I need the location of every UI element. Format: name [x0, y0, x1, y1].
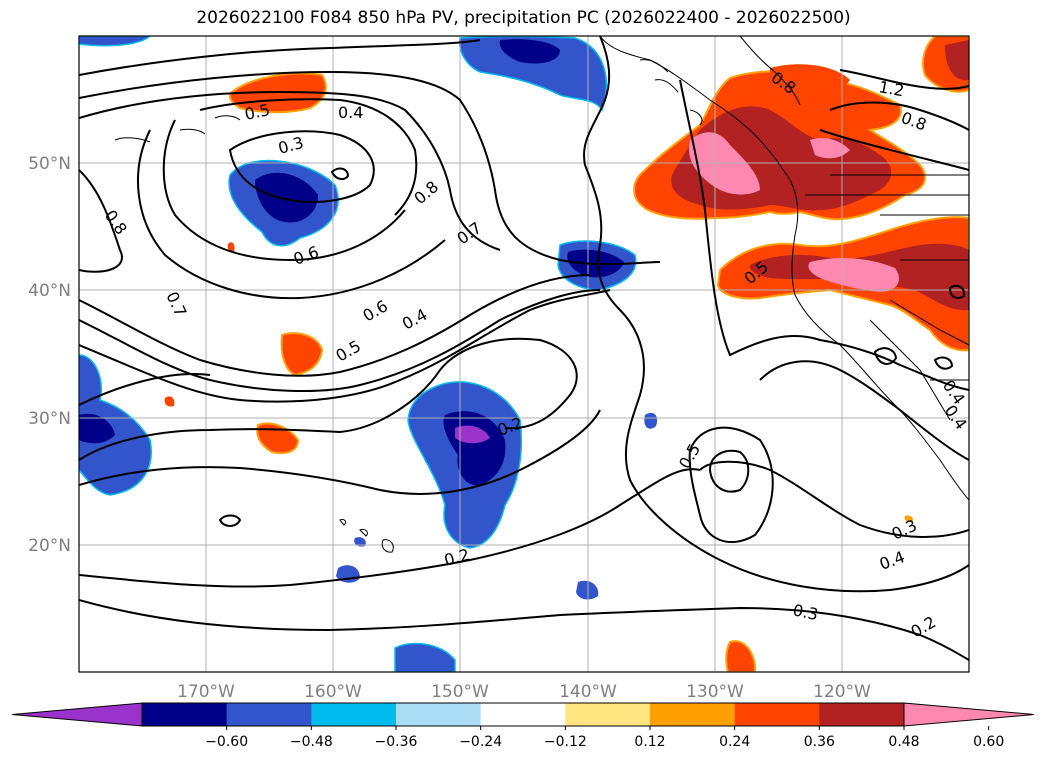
colorbar-swatch: [226, 703, 312, 726]
colorbar-swatch: [396, 703, 482, 726]
contour-label: 0.5: [243, 100, 272, 124]
precipitation-fill: [79, 36, 969, 672]
colorbar: −0.60 −0.48 −0.36 −0.24 −0.12 0.12 0.24 0.36 0.4…: [11, 702, 1035, 750]
graticule: [79, 36, 969, 672]
colorbar-swatch: [819, 703, 905, 726]
colorbar-swatch: [650, 703, 736, 726]
colorbar-swatch: [480, 703, 566, 726]
colorbar-tick-label: −0.60: [205, 734, 248, 750]
plot-frame: [78, 35, 970, 673]
negative-pc-blobs: [79, 36, 658, 672]
positive-pc-blobs: [164, 36, 969, 672]
lon-tick-label: 170°W: [177, 682, 235, 702]
coastlines: [114, 36, 969, 553]
latitude-labels: 50°N 40°N 30°N 20°N: [28, 154, 71, 556]
contour-label: 0.4: [338, 103, 363, 122]
colorbar-swatch: [565, 703, 651, 726]
colorbar-tick-label: −0.24: [459, 734, 502, 750]
map-title: 2026022100 F084 850 hPa PV, precipitatio…: [196, 8, 851, 28]
colorbar-swatch: [734, 703, 820, 726]
colorbar-outline: [141, 702, 905, 727]
colorbar-tick-label: 0.36: [804, 734, 835, 750]
colorbar-tick-label: −0.48: [290, 734, 333, 750]
colorbar-tick-label: 0.48: [888, 734, 919, 750]
lat-tick-label: 20°N: [28, 536, 71, 556]
lat-tick-label: 40°N: [28, 281, 71, 301]
colorbar-tick-label: 0.60: [973, 734, 1004, 750]
lon-tick-label: 120°W: [813, 682, 871, 702]
lon-tick-label: 160°W: [304, 682, 362, 702]
contour-label: 1.2: [877, 77, 905, 100]
colorbar-tick-label: −0.36: [375, 734, 418, 750]
colorbar-tick-label: −0.12: [544, 734, 587, 750]
pv-contours: [79, 36, 969, 661]
lon-tick-label: 140°W: [559, 682, 617, 702]
colorbar-tick-label: 0.12: [634, 734, 665, 750]
colorbar-tick-label: 0.24: [719, 734, 750, 750]
colorbar-extend-low: [11, 702, 143, 727]
colorbar-swatch: [142, 703, 228, 726]
lat-tick-label: 30°N: [28, 409, 71, 429]
colorbar-extend-high: [903, 702, 1035, 727]
lon-tick-label: 150°W: [431, 682, 489, 702]
colorbar-swatch: [311, 703, 397, 726]
contour-label: 0.3: [791, 600, 820, 624]
longitude-labels: 170°W 160°W 150°W 140°W 130°W 120°W: [177, 682, 871, 702]
lon-tick-label: 130°W: [686, 682, 744, 702]
lat-tick-label: 50°N: [28, 154, 71, 174]
